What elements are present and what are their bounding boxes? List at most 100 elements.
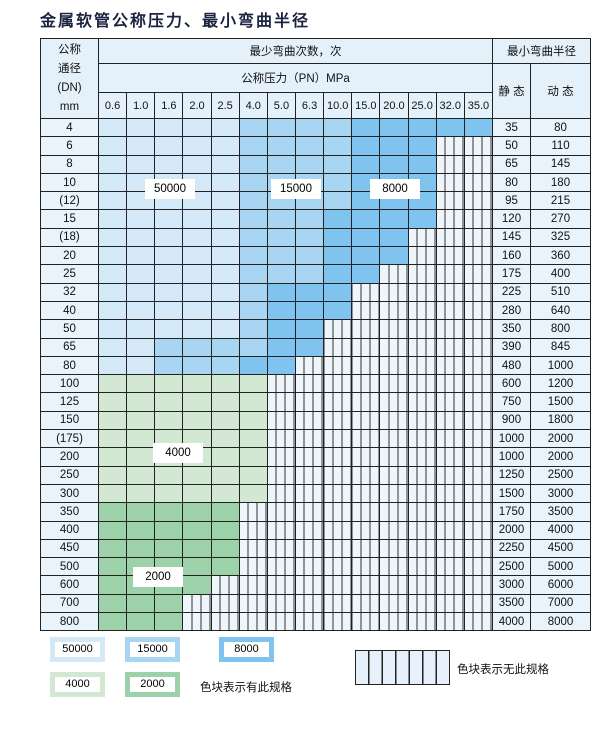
pressure-bend-table: 公称 通径 (DN) mm 最少弯曲次数，次 最小弯曲半径 公称压力（PN）MP…	[40, 38, 591, 632]
spec-cell	[154, 117, 184, 138]
table-row: 100 600 1200	[40, 374, 591, 394]
no-spec-cell	[323, 319, 353, 339]
legend-swatch-2000: 2000	[125, 672, 180, 697]
spec-cell	[97, 264, 128, 284]
legend-no-spec-text: 色块表示无此规格	[457, 664, 549, 676]
table-row: 150 900 1800	[40, 410, 591, 431]
no-spec-cell	[323, 538, 353, 559]
table-row: 4 35 80	[40, 117, 591, 138]
pressure-col-header: 2.5	[210, 92, 240, 119]
no-spec-cell	[379, 410, 409, 431]
no-spec-cell	[351, 520, 381, 540]
spec-cell	[323, 282, 353, 302]
spec-cell	[97, 209, 128, 229]
legend-label: 50000	[55, 642, 100, 657]
no-spec-cell	[323, 337, 353, 357]
dn-header: 公称 通径 (DN) mm	[40, 38, 99, 119]
spec-cell	[323, 300, 353, 321]
no-spec-cell	[351, 465, 381, 485]
spec-cell	[238, 483, 268, 504]
no-spec-cell	[210, 593, 240, 614]
spec-cell	[210, 246, 240, 266]
spec-cell	[154, 502, 184, 522]
no-spec-cell	[294, 465, 325, 485]
static-radius-cell: 1500	[492, 483, 531, 504]
no-spec-cell	[266, 429, 296, 449]
spec-cell	[210, 172, 240, 193]
no-spec-cell	[351, 557, 381, 577]
spec-cell	[323, 136, 353, 156]
no-spec-cell	[238, 502, 268, 522]
spec-cell	[210, 557, 240, 577]
no-spec-cell	[182, 593, 212, 614]
dn-cell: 500	[40, 557, 99, 577]
spec-cell	[210, 374, 240, 394]
spec-cell	[379, 136, 409, 156]
no-spec-cell	[379, 319, 409, 339]
table-row: 250 1250 2500	[40, 465, 591, 485]
table-row: 15 120 270	[40, 209, 591, 229]
legend-label: 15000	[130, 642, 175, 657]
spec-cell	[210, 117, 240, 138]
spec-cell	[126, 282, 156, 302]
pressure-col-header: 0.6	[97, 92, 128, 119]
no-spec-cell	[294, 612, 325, 632]
legend-label: 4000	[55, 677, 100, 692]
static-radius-cell: 4000	[492, 612, 531, 632]
dn-cell: 40	[40, 300, 99, 321]
spec-cell	[126, 209, 156, 229]
no-spec-cell	[379, 612, 409, 632]
no-spec-cell	[463, 502, 494, 522]
spec-cell	[351, 136, 381, 156]
dn-header-line: (DN)	[57, 81, 82, 94]
dn-cell: (18)	[40, 227, 99, 248]
static-radius-cell: 480	[492, 355, 531, 376]
spec-cell	[154, 227, 184, 248]
spec-cell	[154, 337, 184, 357]
no-spec-cell	[351, 593, 381, 614]
dn-cell: 50	[40, 319, 99, 339]
no-spec-cell	[407, 410, 437, 431]
pressure-col-header: 32.0	[435, 92, 465, 119]
spec-cell	[97, 575, 128, 595]
spec-cell	[182, 300, 212, 321]
spec-cell	[154, 465, 184, 485]
static-radius-cell: 350	[492, 319, 531, 339]
spec-cell	[323, 264, 353, 284]
dn-cell: 20	[40, 246, 99, 266]
spec-cell	[379, 117, 409, 138]
spec-cell	[294, 136, 325, 156]
pressure-col-header: 20.0	[379, 92, 409, 119]
legend-swatch-15000: 15000	[125, 637, 180, 662]
pressure-col-header: 1.6	[154, 92, 184, 119]
no-spec-cell	[294, 483, 325, 504]
table-row: 8 65 145	[40, 154, 591, 174]
no-spec-cell	[463, 575, 494, 595]
spec-cell	[323, 172, 353, 193]
spec-cell	[210, 337, 240, 357]
dn-cell: 65	[40, 337, 99, 357]
no-spec-cell	[294, 392, 325, 412]
no-spec-cell	[323, 374, 353, 394]
no-spec-cell	[407, 502, 437, 522]
legend-has-spec-text: 色块表示有此规格	[200, 682, 292, 694]
no-spec-cell	[351, 392, 381, 412]
spec-cell	[238, 337, 268, 357]
dn-cell: 25	[40, 264, 99, 284]
no-spec-cell	[351, 319, 381, 339]
dn-cell: 600	[40, 575, 99, 595]
no-spec-cell	[463, 300, 494, 321]
spec-cell	[126, 319, 156, 339]
no-spec-cell	[435, 355, 465, 376]
spec-cell	[154, 483, 184, 504]
spec-cell	[154, 392, 184, 412]
no-spec-cell	[435, 209, 465, 229]
no-spec-cell	[407, 374, 437, 394]
dn-cell: (12)	[40, 191, 99, 211]
no-spec-cell	[435, 612, 465, 632]
spec-cell	[182, 392, 212, 412]
spec-cell	[210, 465, 240, 485]
zone-label-15000: 15000	[271, 179, 321, 199]
dynamic-radius-cell: 80	[530, 117, 591, 138]
spec-cell	[266, 337, 296, 357]
